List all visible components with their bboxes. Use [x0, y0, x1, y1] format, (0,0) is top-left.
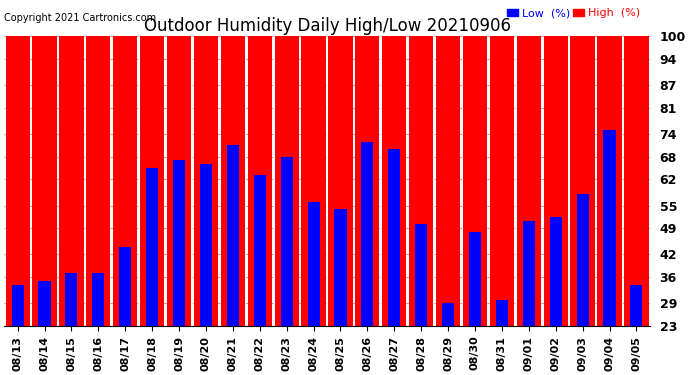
Bar [544, 36, 568, 326]
Legend: Low  (%), High  (%): Low (%), High (%) [503, 4, 644, 23]
Bar [355, 36, 380, 326]
Bar [415, 224, 427, 326]
Bar [221, 36, 245, 326]
Bar [248, 36, 272, 326]
Bar [66, 273, 77, 326]
Bar [624, 36, 649, 326]
Bar [436, 36, 460, 326]
Bar [254, 176, 266, 326]
Bar [194, 36, 218, 326]
Bar [631, 285, 642, 326]
Bar [167, 36, 191, 326]
Bar [146, 168, 158, 326]
Bar [362, 141, 373, 326]
Bar [388, 149, 400, 326]
Bar [86, 36, 110, 326]
Bar [382, 36, 406, 326]
Bar [6, 36, 30, 326]
Title: Outdoor Humidity Daily High/Low 20210906: Outdoor Humidity Daily High/Low 20210906 [144, 16, 511, 34]
Text: Copyright 2021 Cartronics.com: Copyright 2021 Cartronics.com [4, 13, 157, 23]
Bar [140, 36, 164, 326]
Bar [32, 36, 57, 326]
Bar [281, 157, 293, 326]
Bar [335, 209, 346, 326]
Bar [442, 303, 454, 326]
Bar [200, 164, 212, 326]
Bar [469, 232, 481, 326]
Bar [598, 36, 622, 326]
Bar [92, 273, 104, 326]
Bar [12, 285, 23, 326]
Bar [59, 36, 83, 326]
Bar [113, 36, 137, 326]
Bar [173, 160, 185, 326]
Bar [571, 36, 595, 326]
Bar [517, 36, 541, 326]
Bar [604, 130, 615, 326]
Bar [490, 36, 514, 326]
Bar [227, 145, 239, 326]
Bar [308, 202, 319, 326]
Bar [463, 36, 487, 326]
Bar [409, 36, 433, 326]
Bar [39, 281, 50, 326]
Bar [496, 300, 508, 326]
Bar [275, 36, 299, 326]
Bar [119, 247, 131, 326]
Bar [302, 36, 326, 326]
Bar [523, 220, 535, 326]
Bar [577, 194, 589, 326]
Bar [550, 217, 562, 326]
Bar [328, 36, 353, 326]
